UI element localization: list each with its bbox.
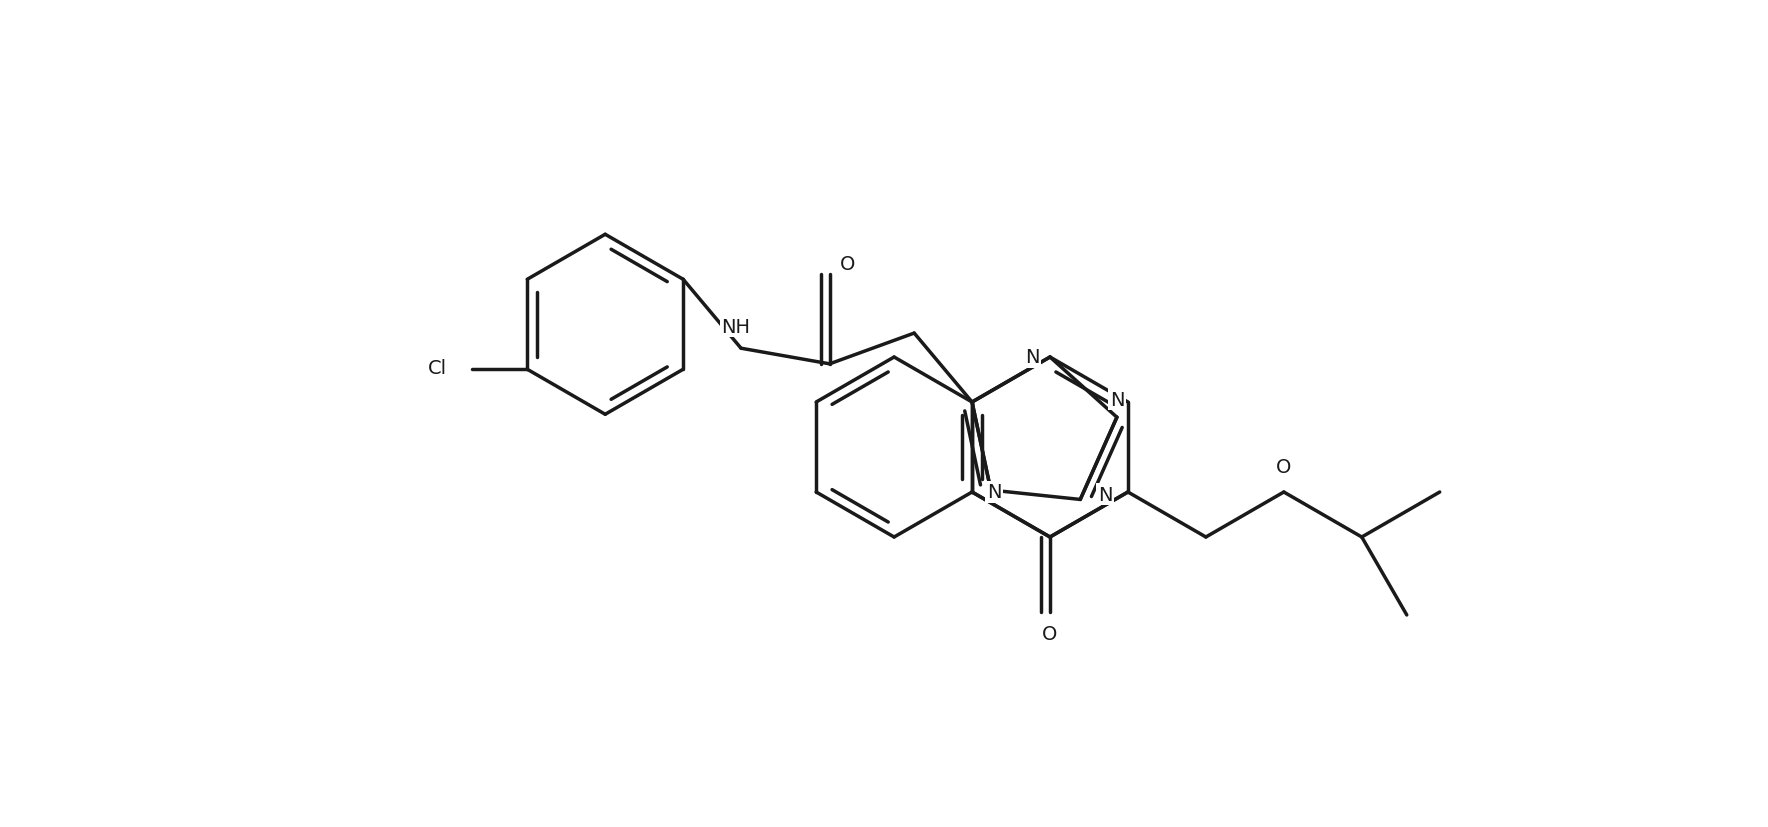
Text: O: O bbox=[1043, 624, 1057, 643]
Text: NH: NH bbox=[721, 318, 750, 337]
Text: O: O bbox=[840, 255, 856, 274]
Text: N: N bbox=[1025, 348, 1040, 367]
Text: N: N bbox=[1110, 390, 1124, 409]
Text: O: O bbox=[1276, 458, 1291, 477]
Text: N: N bbox=[1098, 485, 1112, 504]
Text: Cl: Cl bbox=[428, 358, 447, 377]
Text: N: N bbox=[987, 483, 1001, 502]
